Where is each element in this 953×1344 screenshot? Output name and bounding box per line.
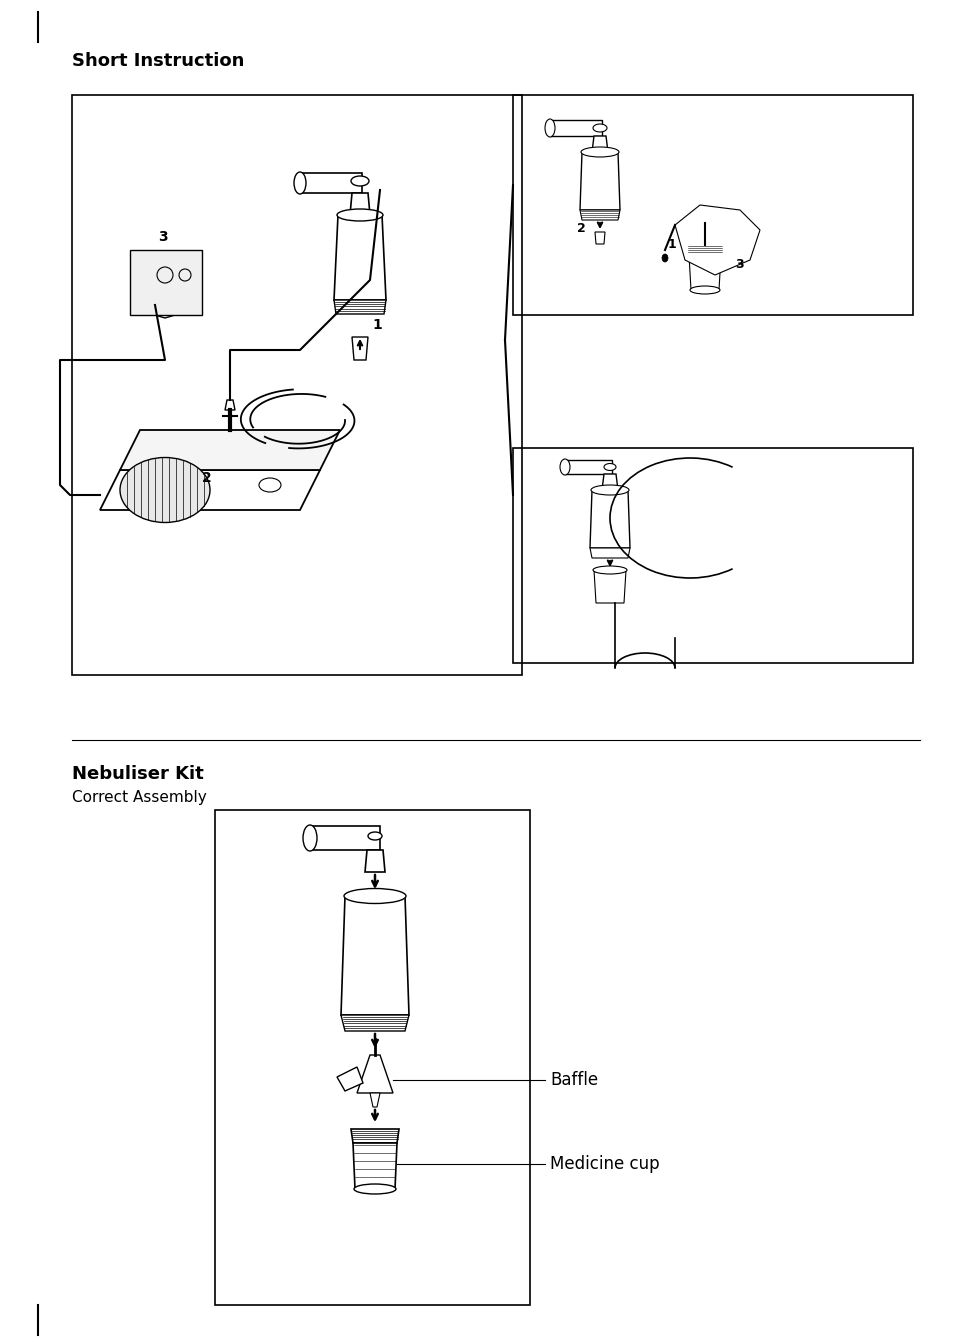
Polygon shape: [353, 1142, 396, 1189]
Ellipse shape: [336, 210, 382, 220]
Polygon shape: [351, 1129, 398, 1142]
Polygon shape: [579, 152, 619, 210]
Bar: [513, 95, 912, 314]
Polygon shape: [299, 173, 361, 194]
Ellipse shape: [368, 832, 381, 840]
Polygon shape: [310, 827, 379, 849]
Ellipse shape: [689, 286, 720, 294]
Polygon shape: [686, 245, 722, 255]
Polygon shape: [688, 255, 720, 290]
Polygon shape: [225, 401, 234, 410]
Polygon shape: [579, 210, 619, 220]
Ellipse shape: [661, 254, 667, 262]
Polygon shape: [120, 430, 339, 470]
Polygon shape: [592, 136, 607, 152]
Text: 3: 3: [158, 230, 168, 245]
Polygon shape: [336, 1067, 363, 1091]
Polygon shape: [589, 548, 629, 558]
Text: 1: 1: [372, 319, 381, 332]
Polygon shape: [356, 1055, 393, 1093]
Polygon shape: [564, 460, 612, 474]
Polygon shape: [100, 470, 319, 509]
Polygon shape: [334, 300, 386, 314]
Ellipse shape: [580, 146, 618, 157]
Ellipse shape: [303, 825, 316, 851]
Polygon shape: [340, 1015, 409, 1031]
Ellipse shape: [351, 176, 369, 185]
Polygon shape: [352, 337, 368, 360]
Polygon shape: [675, 206, 760, 276]
Polygon shape: [154, 305, 174, 319]
Ellipse shape: [593, 124, 606, 132]
Bar: [71, 95, 521, 675]
Ellipse shape: [120, 457, 210, 523]
Text: Baffle: Baffle: [550, 1071, 598, 1089]
Polygon shape: [601, 474, 618, 491]
Text: Nebuliser Kit: Nebuliser Kit: [71, 765, 204, 784]
Text: Correct Assembly: Correct Assembly: [71, 790, 207, 805]
Polygon shape: [365, 849, 385, 872]
Ellipse shape: [294, 172, 306, 194]
Ellipse shape: [559, 460, 569, 474]
Text: 3: 3: [734, 258, 742, 271]
Polygon shape: [340, 896, 409, 1015]
Bar: [130, 250, 202, 314]
Text: Short Instruction: Short Instruction: [71, 52, 244, 70]
Ellipse shape: [354, 1184, 395, 1193]
Bar: [214, 810, 530, 1305]
Text: 1: 1: [667, 238, 676, 251]
Text: Medicine cup: Medicine cup: [550, 1154, 659, 1173]
Ellipse shape: [544, 120, 555, 137]
Polygon shape: [350, 194, 370, 215]
Polygon shape: [589, 491, 629, 548]
Ellipse shape: [603, 464, 616, 470]
Bar: [513, 448, 912, 663]
Polygon shape: [550, 120, 601, 136]
Polygon shape: [595, 233, 604, 245]
Polygon shape: [370, 1093, 379, 1107]
Text: 2: 2: [577, 222, 585, 234]
Polygon shape: [594, 570, 625, 603]
Ellipse shape: [344, 888, 406, 903]
Ellipse shape: [593, 566, 626, 574]
Polygon shape: [334, 215, 386, 300]
Ellipse shape: [590, 485, 628, 495]
Ellipse shape: [258, 478, 281, 492]
Text: 2: 2: [202, 470, 212, 485]
